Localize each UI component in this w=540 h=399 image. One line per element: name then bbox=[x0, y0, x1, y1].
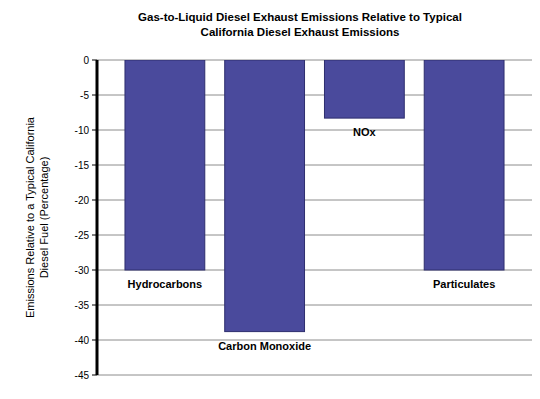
y-tick-label: -5 bbox=[80, 90, 89, 101]
category-label: NOx bbox=[353, 126, 377, 138]
grid-line bbox=[97, 375, 532, 376]
category-label: Carbon Monoxide bbox=[218, 340, 311, 352]
y-tick-label: -10 bbox=[75, 125, 90, 136]
bar bbox=[424, 60, 504, 270]
chart-container: Gas-to-Liquid Diesel Exhaust Emissions R… bbox=[0, 0, 540, 399]
y-tick-label: -35 bbox=[75, 300, 90, 311]
y-tick-label: -15 bbox=[75, 160, 90, 171]
text-line: Emissions Relative to a Typical Californ… bbox=[24, 116, 36, 318]
chart-title: Gas-to-Liquid Diesel Exhaust Emissions R… bbox=[138, 11, 462, 38]
text-line: Gas-to-Liquid Diesel Exhaust Emissions R… bbox=[138, 11, 462, 23]
text-line: California Diesel Exhaust Emissions bbox=[201, 26, 400, 38]
y-tick-label: -45 bbox=[75, 370, 90, 381]
bar bbox=[225, 60, 305, 332]
grid-line bbox=[97, 340, 532, 341]
y-axis-label: Emissions Relative to a Typical Californ… bbox=[24, 116, 50, 318]
grid-line bbox=[97, 305, 532, 306]
chart-svg: Gas-to-Liquid Diesel Exhaust Emissions R… bbox=[0, 0, 540, 399]
category-label: Particulates bbox=[433, 278, 495, 290]
bar bbox=[125, 60, 205, 270]
y-tick-label: -25 bbox=[75, 230, 90, 241]
y-axis-line bbox=[96, 60, 99, 375]
text-line: Diesel Fuel (Percentage) bbox=[38, 157, 50, 279]
bar bbox=[324, 60, 404, 118]
category-label: Hydrocarbons bbox=[128, 278, 203, 290]
y-tick-label: 0 bbox=[83, 55, 89, 66]
y-tick-label: -40 bbox=[75, 335, 90, 346]
bars bbox=[125, 60, 504, 332]
y-tick-label: -20 bbox=[75, 195, 90, 206]
y-tick-label: -30 bbox=[75, 265, 90, 276]
